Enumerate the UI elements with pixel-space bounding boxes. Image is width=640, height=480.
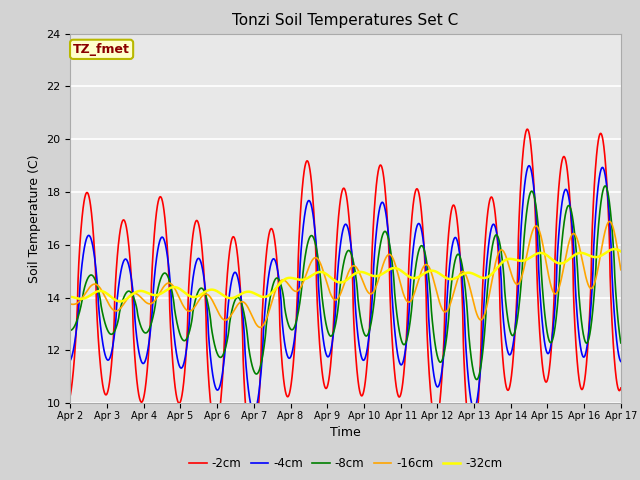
X-axis label: Time: Time [330,426,361,439]
-2cm [67,392,74,398]
Y-axis label: Soil Temperature (C): Soil Temperature (C) [28,154,41,283]
-4cm [617,359,625,364]
-2cm [101,391,109,397]
-8cm [617,340,625,346]
-16cm [132,291,140,297]
Title: Tonzi Soil Temperatures Set C: Tonzi Soil Temperatures Set C [232,13,459,28]
-4cm [525,163,533,168]
-16cm [256,324,264,330]
-8cm [447,288,454,294]
-4cm [132,334,140,339]
-8cm [602,183,609,189]
-4cm [101,352,109,358]
-2cm [132,375,140,381]
-4cm [447,252,454,258]
-2cm [132,367,140,373]
-8cm [492,232,499,238]
-16cm [492,260,499,265]
Legend: -2cm, -4cm, -8cm, -16cm, -32cm: -2cm, -4cm, -8cm, -16cm, -32cm [184,453,507,475]
-32cm [447,276,454,282]
-2cm [248,450,256,456]
-2cm [524,126,531,132]
-32cm [617,249,625,254]
-8cm [132,301,140,307]
-32cm [101,289,109,295]
-16cm [67,301,74,307]
Line: -8cm: -8cm [70,186,621,380]
-2cm [237,305,245,311]
-4cm [132,326,140,332]
Line: -4cm: -4cm [70,166,621,412]
-8cm [101,321,109,326]
-16cm [101,294,109,300]
Line: -2cm: -2cm [70,129,621,453]
-2cm [617,385,625,391]
-16cm [132,291,140,297]
-4cm [250,409,258,415]
-8cm [237,300,245,306]
-16cm [447,300,454,305]
-32cm [611,246,618,252]
-4cm [237,299,245,304]
-8cm [67,327,74,333]
-32cm [116,299,124,304]
-2cm [492,215,499,220]
Line: -32cm: -32cm [70,249,621,301]
-8cm [132,305,140,311]
Text: TZ_fmet: TZ_fmet [73,43,130,56]
-4cm [492,225,499,231]
-4cm [67,358,74,363]
Line: -16cm: -16cm [70,221,621,327]
-8cm [473,377,481,383]
-16cm [237,299,245,305]
-32cm [492,267,499,273]
-32cm [133,289,141,295]
-32cm [132,289,140,295]
-16cm [606,218,614,224]
-32cm [238,291,246,297]
-32cm [67,294,74,300]
-2cm [447,211,454,217]
-16cm [617,267,625,273]
